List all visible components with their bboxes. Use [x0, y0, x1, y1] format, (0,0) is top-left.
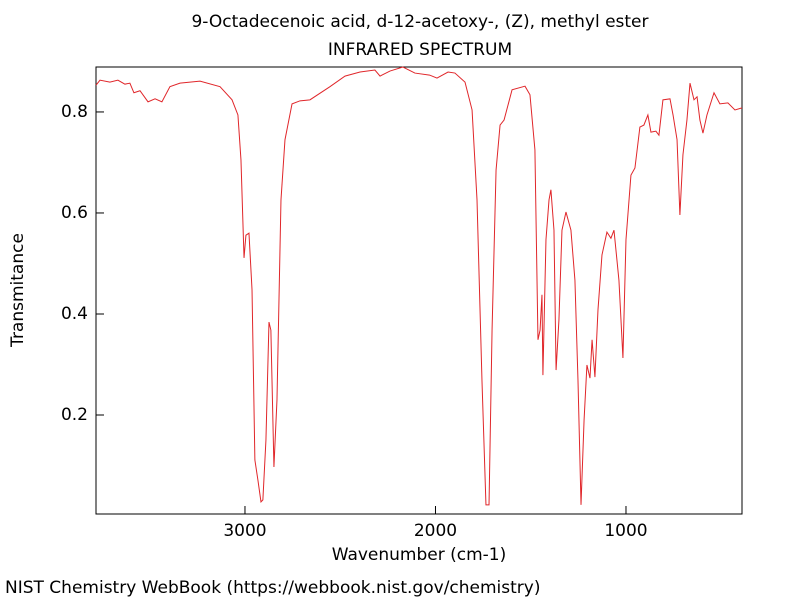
x-tick-label: 3000: [223, 521, 266, 541]
y-tick-label: 0.6: [61, 203, 88, 223]
chart-subtitle: INFRARED SPECTRUM: [328, 40, 512, 60]
plot-frame: [95, 66, 743, 515]
x-tick-label: 2000: [414, 521, 457, 541]
chart-title: 9-Octadecenoic acid, d-12-acetoxy-, (Z),…: [191, 12, 648, 32]
x-tick-label: 1000: [604, 521, 647, 541]
y-axis-label: Transmitance: [8, 233, 28, 348]
y-tick-label: 0.8: [61, 102, 88, 122]
x-axis-label: Wavenumber (cm-1): [332, 545, 507, 565]
spectrum-line: [95, 66, 743, 506]
y-tick-label: 0.2: [61, 405, 88, 425]
footer: NIST Chemistry WebBook (https://webbook.…: [5, 578, 540, 598]
y-tick-label: 0.4: [61, 304, 88, 324]
